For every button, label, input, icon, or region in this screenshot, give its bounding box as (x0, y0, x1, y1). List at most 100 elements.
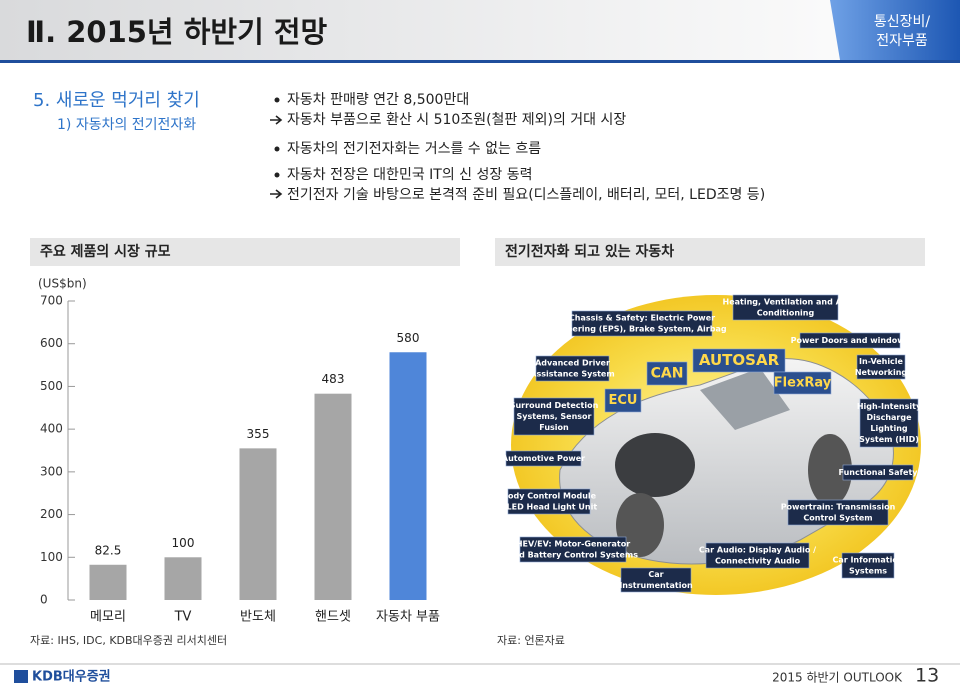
bar (239, 448, 277, 600)
y-tick-label: 400 (40, 422, 63, 436)
diagram-box (646, 361, 688, 386)
diagram-label: Conditioning (757, 309, 815, 318)
diagram-label: Networking (855, 368, 908, 377)
x-tick-label: 메모리 (90, 610, 126, 625)
diagram-label: Car Audio: Display Audio / (699, 546, 816, 555)
header-badge (830, 0, 960, 60)
arrow (270, 189, 283, 199)
diagram-box (505, 450, 582, 467)
data-label: 580 (397, 331, 420, 345)
diagram-label: In-Vehicle (859, 357, 904, 366)
bullet-text: 자동차 전장은 대한민국 IT의 신 성장 동력 (287, 167, 532, 183)
y-tick-label: 200 (40, 507, 63, 521)
bar (314, 393, 352, 600)
x-tick-label: 자동차 부품 (376, 610, 440, 625)
diagram-box (773, 371, 832, 395)
x-tick-label: 반도체 (240, 610, 276, 625)
seat (700, 368, 790, 430)
data-label: 483 (322, 372, 345, 386)
diagram-box (787, 499, 889, 526)
diagram-box (604, 388, 642, 413)
y-tick-label: 0 (40, 593, 48, 607)
diagram-label: CAN (651, 366, 684, 382)
engine (615, 433, 695, 497)
diagram-label: Lighting (870, 424, 908, 433)
header-bg (0, 0, 960, 60)
diagram-box (859, 398, 919, 448)
panel-title: 주요 제품의 시장 규모 (40, 243, 171, 260)
badge-line: 전자부품 (876, 33, 928, 49)
diagram-label: Car (648, 570, 663, 579)
section-title: 5. 새로운 먹거리 찾기 (33, 90, 200, 111)
y-tick-label: 500 (40, 379, 63, 393)
diagram-label: Fusion (539, 423, 569, 432)
diagram-label: AUTOSAR (699, 351, 780, 369)
data-label: 355 (247, 427, 270, 441)
diagram-label: Connectivity Audio (715, 557, 801, 566)
diagram-label: Instrumentation (619, 581, 693, 590)
diagram-box (705, 542, 810, 569)
footer-outlook: 2015 하반기 OUTLOOK (772, 671, 903, 685)
header-title: Ⅱ. 2015년 하반기 전망 (26, 15, 328, 49)
bar (89, 564, 127, 600)
diagram-label: HEV/EV: Motor-Generator (516, 540, 630, 549)
diagram-box (799, 332, 901, 349)
bar (389, 352, 427, 600)
y-axis-label: (US$bn) (38, 277, 87, 291)
y-tick-label: 100 (40, 550, 63, 564)
diagram-box (692, 348, 786, 373)
logo-mark (14, 670, 28, 683)
panel-header (495, 238, 925, 266)
diagram-label: Control System (803, 514, 872, 523)
diagram-label: Systems (849, 567, 887, 576)
source: 자료: 언론자료 (497, 634, 565, 647)
wheel (616, 493, 664, 557)
header-rule (0, 60, 960, 63)
diagram-label: Surround Detection (510, 401, 599, 410)
diagram-box (732, 294, 839, 321)
bar (164, 557, 202, 600)
diagram-box (856, 354, 906, 380)
bullet-subtext: 자동차 부품으로 환산 시 510조원(철판 제외)의 거대 시장 (287, 112, 626, 128)
y-tick-label: 700 (40, 294, 63, 308)
diagram-label: System (HID) (859, 435, 919, 444)
diagram-label: FlexRay (774, 376, 832, 391)
bullet-dot (274, 97, 280, 103)
bullet-dot (274, 146, 280, 152)
diagram-label: Chassis & Safety: Electric Power (569, 314, 715, 323)
page-number: 13 (915, 665, 939, 687)
logo: KDB대우증권 (32, 670, 111, 685)
diagram-label: Advanced Driver (535, 359, 610, 368)
diagram-box (620, 567, 692, 593)
diagram-label: Car Information (832, 556, 903, 565)
y-tick-label: 600 (40, 336, 63, 350)
diagram-box (842, 464, 914, 481)
data-label: 100 (172, 536, 195, 550)
diagram-label: Body Control Module (502, 492, 597, 501)
diagram-label: Discharge (866, 413, 912, 422)
diagram-label: and Battery Control Systems (508, 551, 638, 560)
panel-title: 전기전자화 되고 있는 자동차 (505, 243, 674, 260)
wheel (808, 434, 852, 506)
bullet-subtext: 전기전자 기술 바탕으로 본격적 준비 필요(디스플레이, 배터리, 모터, L… (287, 187, 765, 203)
diagram-box (571, 310, 713, 337)
source: 자료: IHS, IDC, KDB대우증권 리서치센터 (30, 634, 227, 647)
diagram-label: Powertrain: Transmission (781, 503, 896, 512)
diagram-label: / LED Head Light Unit (501, 503, 598, 512)
diagram-label: Systems, Sensor (517, 412, 592, 421)
diagram-label: Steering (EPS), Brake System, Airbag (557, 325, 726, 334)
bullet-text: 자동차 판매량 연간 8,500만대 (287, 92, 469, 108)
badge-line: 통신장비/ (874, 14, 931, 30)
diagram-box (513, 397, 595, 436)
diagram-label: Heating, Ventilation and Air (723, 298, 849, 307)
x-tick-label: 핸드셋 (315, 609, 351, 625)
panel-header (30, 238, 460, 266)
bullet-text: 자동차의 전기전자화는 거스를 수 없는 흐름 (287, 141, 541, 157)
bullet-dot (274, 172, 280, 178)
diagram-box (507, 488, 591, 515)
diagram-label: Power Doors and windows (791, 336, 910, 345)
diagram-label: High-Intensity (857, 402, 922, 411)
diagram-box (519, 536, 627, 563)
diagram-box (841, 552, 895, 579)
diagram-box (535, 355, 610, 382)
